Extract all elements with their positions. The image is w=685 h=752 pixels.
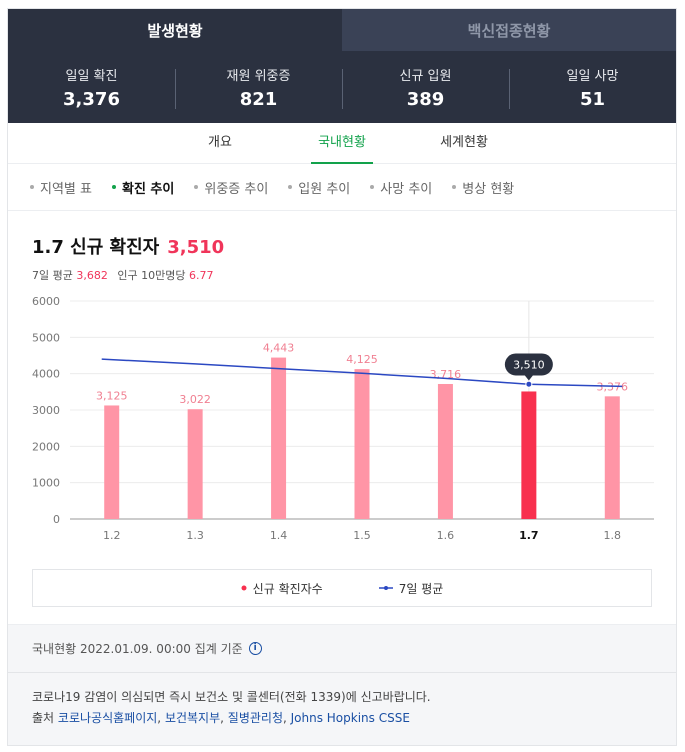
legend-item-average: 7일 평균	[378, 580, 444, 597]
tab-outbreak-status[interactable]: 발생현황	[8, 9, 342, 51]
bar	[187, 409, 203, 519]
basis-text: 국내현황 2022.01.09. 00:00 집계 기준	[32, 642, 243, 656]
bar	[271, 357, 287, 519]
stat-new-hospitalized: 신규 입원 389	[342, 65, 509, 110]
avg-label: 7일 평균	[32, 269, 73, 282]
bullet-icon	[370, 185, 375, 189]
stat-daily-confirmed: 일일 확진 3,376	[8, 65, 175, 110]
y-tick-label: 6000	[32, 295, 60, 308]
filter-region-table[interactable]: 지역별 표	[30, 178, 92, 197]
stats-summary: 일일 확진 3,376 재원 위중증 821 신규 입원 389 일일 사망 5…	[8, 51, 676, 123]
covid-status-card: 발생현황 백신접종현황 일일 확진 3,376 재원 위중증 821 신규 입원…	[7, 8, 677, 746]
bullet-icon	[30, 185, 34, 189]
legend-label: 7일 평균	[398, 581, 444, 596]
tab-vaccination-status[interactable]: 백신접종현황	[342, 9, 676, 51]
legend-label: 신규 확진자수	[252, 581, 323, 596]
y-tick-label: 1000	[32, 477, 60, 490]
filter-death-trend[interactable]: 사망 추이	[370, 178, 432, 197]
x-tick-label: 1.3	[186, 529, 204, 542]
stat-value: 51	[579, 88, 606, 110]
confirmed-trend-chart: 0 1000 2000 3000 4000 5000 6000 3,125 1.2 3,022 1.…	[32, 295, 654, 542]
per100k-label: 인구 10만명당	[117, 269, 186, 282]
chart-area: 0 1000 2000 3000 4000 5000 6000 3,125 1.2 3,022 1.…	[8, 289, 676, 569]
tab-world[interactable]: 세계현황	[440, 135, 488, 150]
filter-label: 병상 현황	[462, 181, 515, 197]
filter-label: 확진 추이	[121, 181, 175, 197]
y-tick-label: 5000	[32, 331, 60, 344]
notice-text: 코로나19 감염이 의심되면 즉시 보건소 및 콜센터(전화 1339)에 신고…	[32, 690, 431, 704]
x-tick-label: 1.4	[270, 529, 288, 542]
tooltip-label: 3,510	[513, 358, 545, 371]
chart-filter-bar: 지역별 표 확진 추이 위중증 추이 입원 추이 사망 추이 병상 현황	[8, 164, 676, 211]
bullet-icon	[452, 185, 457, 189]
source-line: 출처 코로나공식홈페이지, 보건복지부, 질병관리청, Johns Hopkin…	[32, 711, 410, 725]
filter-label: 위중증 추이	[204, 181, 269, 197]
avg-value: 3,682	[76, 269, 108, 282]
source-link-mohw[interactable]: 보건복지부	[164, 711, 221, 725]
source-link-jhu[interactable]: Johns Hopkins CSSE	[290, 711, 410, 725]
filter-critical-trend[interactable]: 위중증 추이	[194, 178, 268, 197]
stat-label: 신규 입원	[399, 68, 452, 84]
filter-hospitalized-trend[interactable]: 입원 추이	[288, 178, 350, 197]
top-tab-bar: 발생현황 백신접종현황	[8, 9, 676, 51]
chart-headline: 1.7 신규 확진자 3,510	[8, 211, 676, 267]
y-tick-label: 0	[53, 513, 60, 526]
stat-value: 821	[239, 88, 278, 110]
filter-label: 지역별 표	[40, 181, 92, 197]
notice-section: 코로나19 감염이 의심되면 즉시 보건소 및 콜센터(전화 1339)에 신고…	[8, 672, 676, 745]
bar-data-label: 4,125	[346, 353, 378, 366]
stat-daily-deaths: 일일 사망 51	[509, 65, 676, 110]
x-tick-label: 1.8	[604, 529, 622, 542]
chart-legend: 신규 확진자수 7일 평균	[32, 569, 652, 607]
legend-item-confirmed: 신규 확진자수	[241, 580, 323, 597]
bar-data-label: 3,125	[96, 389, 128, 402]
bullet-icon	[194, 185, 199, 189]
bar-data-label: 4,443	[263, 342, 295, 355]
y-tick-label: 2000	[32, 440, 60, 453]
bar	[104, 405, 120, 519]
bar	[521, 391, 537, 519]
bullet-icon	[111, 185, 116, 189]
x-tick-label: 1.5	[353, 529, 371, 542]
y-tick-label: 4000	[32, 368, 60, 381]
filter-confirmed-trend[interactable]: 확진 추이	[111, 178, 175, 197]
tab-overview[interactable]: 개요	[208, 135, 232, 150]
source-link-kdca[interactable]: 질병관리청	[227, 711, 283, 725]
x-tick-label: 1.2	[103, 529, 121, 542]
y-tick-label: 3000	[32, 404, 60, 417]
tooltip-pointer	[524, 375, 533, 381]
stat-label: 재원 위중증	[226, 68, 291, 84]
x-tick-label: 1.6	[437, 529, 455, 542]
sub-tab-bar: 개요 국내현황 세계현황	[8, 123, 676, 164]
stat-label: 일일 확진	[65, 68, 118, 84]
stat-critical: 재원 위중증 821	[175, 65, 342, 110]
headline-title: 1.7 신규 확진자	[32, 237, 160, 258]
filter-label: 사망 추이	[380, 181, 433, 197]
source-label: 출처	[32, 711, 55, 725]
bar	[604, 396, 620, 519]
source-link-official[interactable]: 코로나공식홈페이지	[57, 711, 158, 725]
per100k-value: 6.77	[188, 269, 214, 282]
legend-dot-icon	[241, 585, 247, 591]
chart-subline: 7일 평균 3,682 인구 10만명당 6.77	[8, 267, 676, 283]
headline-value: 3,510	[167, 237, 225, 258]
bar	[354, 369, 370, 519]
legend-line-icon	[378, 586, 393, 590]
x-tick-label: 1.7	[519, 529, 539, 542]
selected-tooltip	[504, 353, 553, 376]
average-point-selected	[525, 380, 533, 388]
bar-data-label: 3,022	[179, 393, 211, 406]
bullet-icon	[288, 185, 293, 189]
data-basis-bar: 국내현황 2022.01.09. 00:00 집계 기준 i	[8, 624, 676, 672]
filter-bed-status[interactable]: 병상 현황	[452, 178, 514, 197]
info-icon[interactable]: i	[248, 642, 262, 655]
stat-label: 일일 사망	[566, 68, 619, 84]
tab-domestic[interactable]: 국내현황	[281, 123, 403, 164]
filter-label: 입원 추이	[298, 181, 351, 197]
bar	[437, 383, 453, 519]
stat-value: 389	[406, 88, 445, 110]
stat-value: 3,376	[63, 88, 120, 110]
